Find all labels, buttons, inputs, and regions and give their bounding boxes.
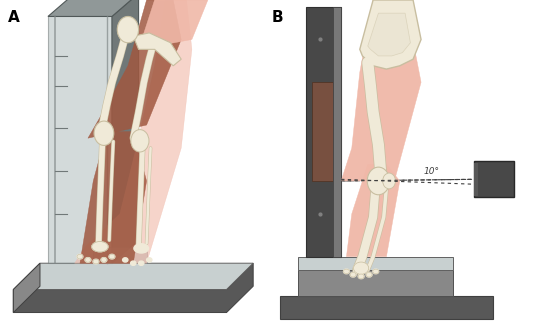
Polygon shape [112, 0, 139, 263]
Ellipse shape [147, 258, 152, 262]
Circle shape [383, 174, 395, 188]
Polygon shape [88, 0, 181, 138]
Polygon shape [368, 13, 410, 56]
Circle shape [95, 122, 113, 145]
Ellipse shape [123, 258, 128, 262]
Ellipse shape [350, 272, 356, 277]
Polygon shape [13, 263, 253, 313]
Circle shape [132, 130, 149, 151]
Ellipse shape [139, 261, 144, 265]
Polygon shape [298, 257, 453, 270]
Text: 10°: 10° [424, 167, 440, 176]
Polygon shape [360, 0, 421, 69]
Ellipse shape [366, 272, 372, 277]
Polygon shape [48, 0, 139, 16]
Ellipse shape [109, 254, 115, 259]
Polygon shape [75, 0, 192, 263]
Ellipse shape [92, 242, 108, 252]
Ellipse shape [131, 261, 136, 265]
Polygon shape [298, 270, 453, 296]
Polygon shape [280, 296, 493, 319]
Polygon shape [312, 82, 333, 181]
Ellipse shape [77, 254, 83, 259]
Polygon shape [346, 164, 400, 257]
Polygon shape [133, 33, 181, 66]
Ellipse shape [343, 269, 350, 274]
Polygon shape [13, 263, 40, 313]
Polygon shape [306, 7, 341, 257]
Polygon shape [13, 263, 253, 290]
Ellipse shape [358, 274, 364, 279]
Polygon shape [48, 16, 112, 263]
Polygon shape [333, 7, 341, 257]
Polygon shape [139, 0, 208, 49]
Ellipse shape [85, 258, 91, 262]
Ellipse shape [373, 269, 378, 274]
Ellipse shape [134, 244, 149, 253]
FancyBboxPatch shape [474, 161, 514, 197]
Ellipse shape [101, 258, 107, 262]
Text: B: B [272, 10, 284, 25]
Circle shape [118, 17, 138, 42]
Ellipse shape [93, 259, 99, 264]
Circle shape [368, 168, 389, 194]
Bar [474, 163, 479, 196]
Polygon shape [80, 132, 147, 263]
Ellipse shape [354, 263, 368, 274]
Polygon shape [341, 0, 421, 181]
Polygon shape [93, 247, 147, 263]
Text: A: A [8, 10, 20, 25]
